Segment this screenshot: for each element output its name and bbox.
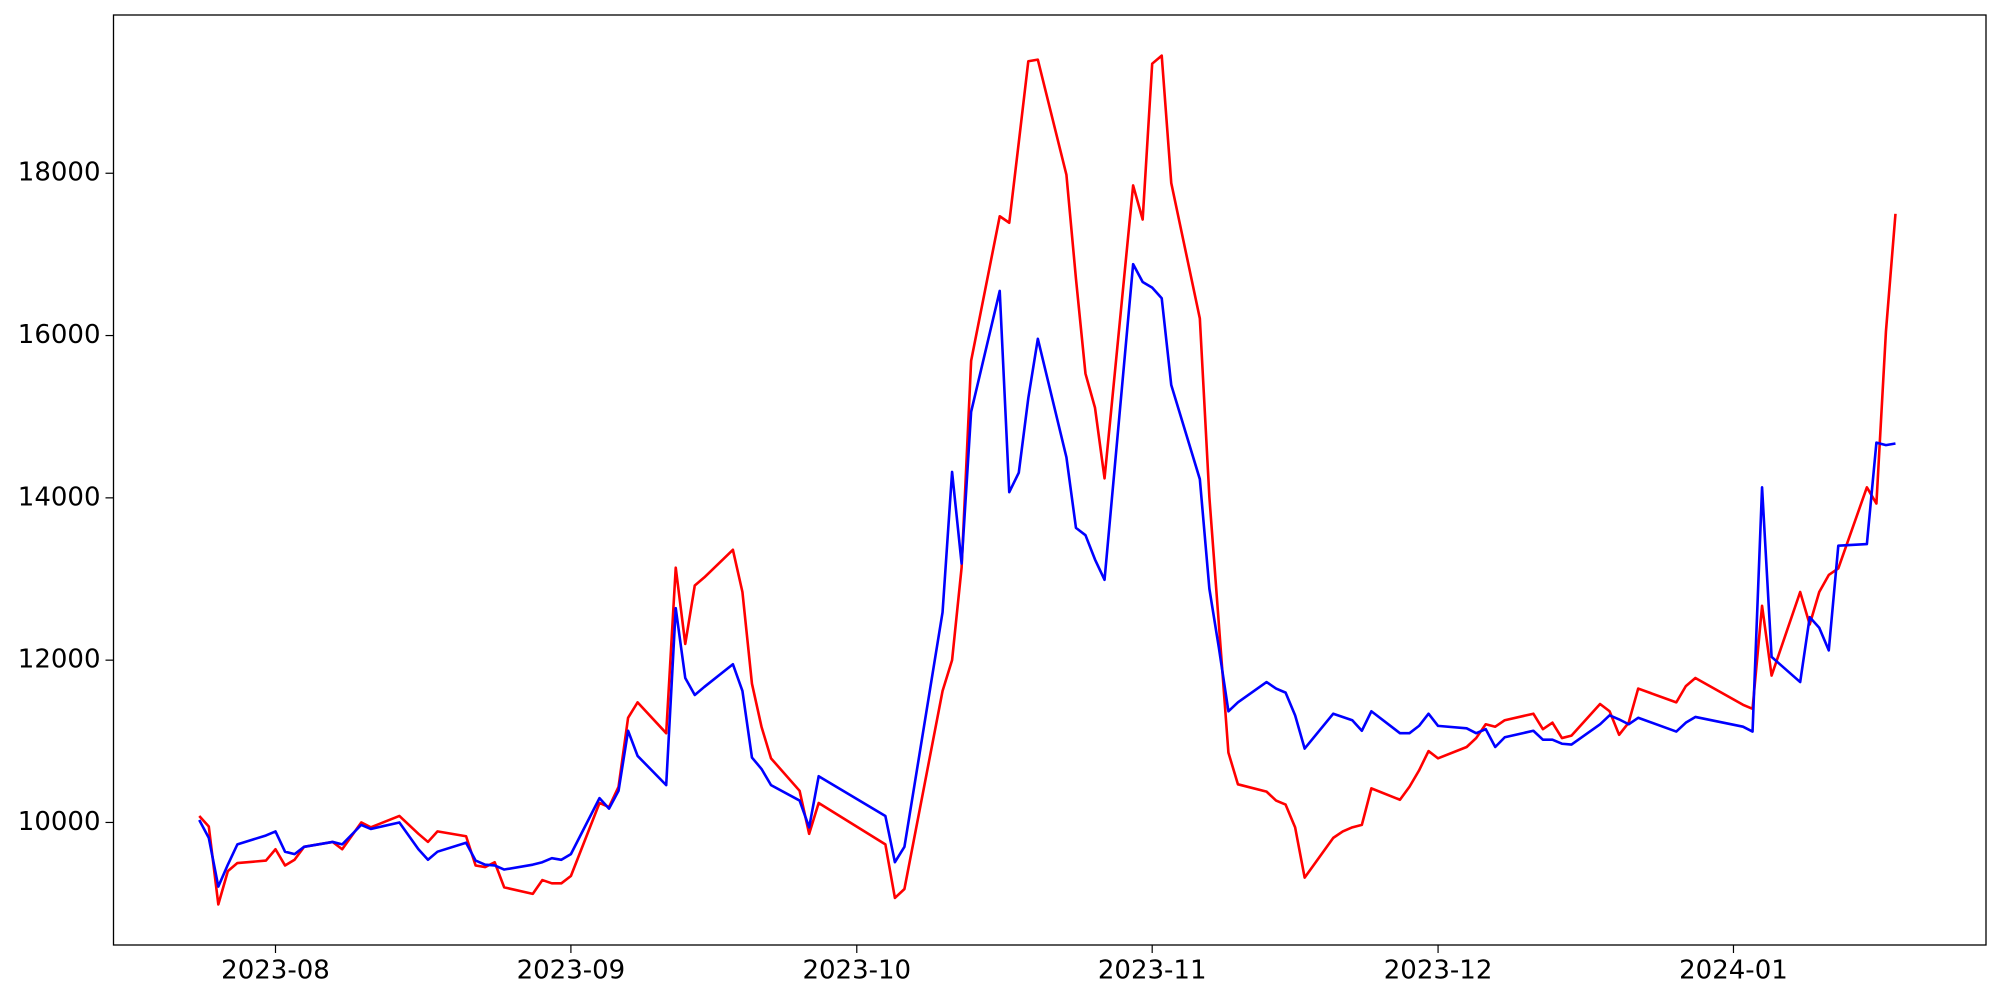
y-tick-label: 14000 (18, 482, 101, 512)
line-series (198, 262, 1896, 888)
y-tick-label: 18000 (18, 158, 101, 188)
y-tick-label: 16000 (18, 320, 101, 350)
y-tick-label: 12000 (18, 645, 101, 675)
x-tick-label: 2023-11 (1098, 956, 1207, 986)
y-tick-label: 10000 (18, 807, 101, 837)
x-tick-label: 2023-12 (1384, 956, 1493, 986)
x-tick-label: 2023-09 (517, 956, 626, 986)
x-tick-label: 2023-10 (802, 956, 911, 986)
line-series (198, 54, 1897, 906)
plot-frame (112, 14, 1987, 946)
x-tick-label: 2023-08 (221, 956, 330, 986)
x-tick-label: 2024-01 (1679, 956, 1788, 986)
